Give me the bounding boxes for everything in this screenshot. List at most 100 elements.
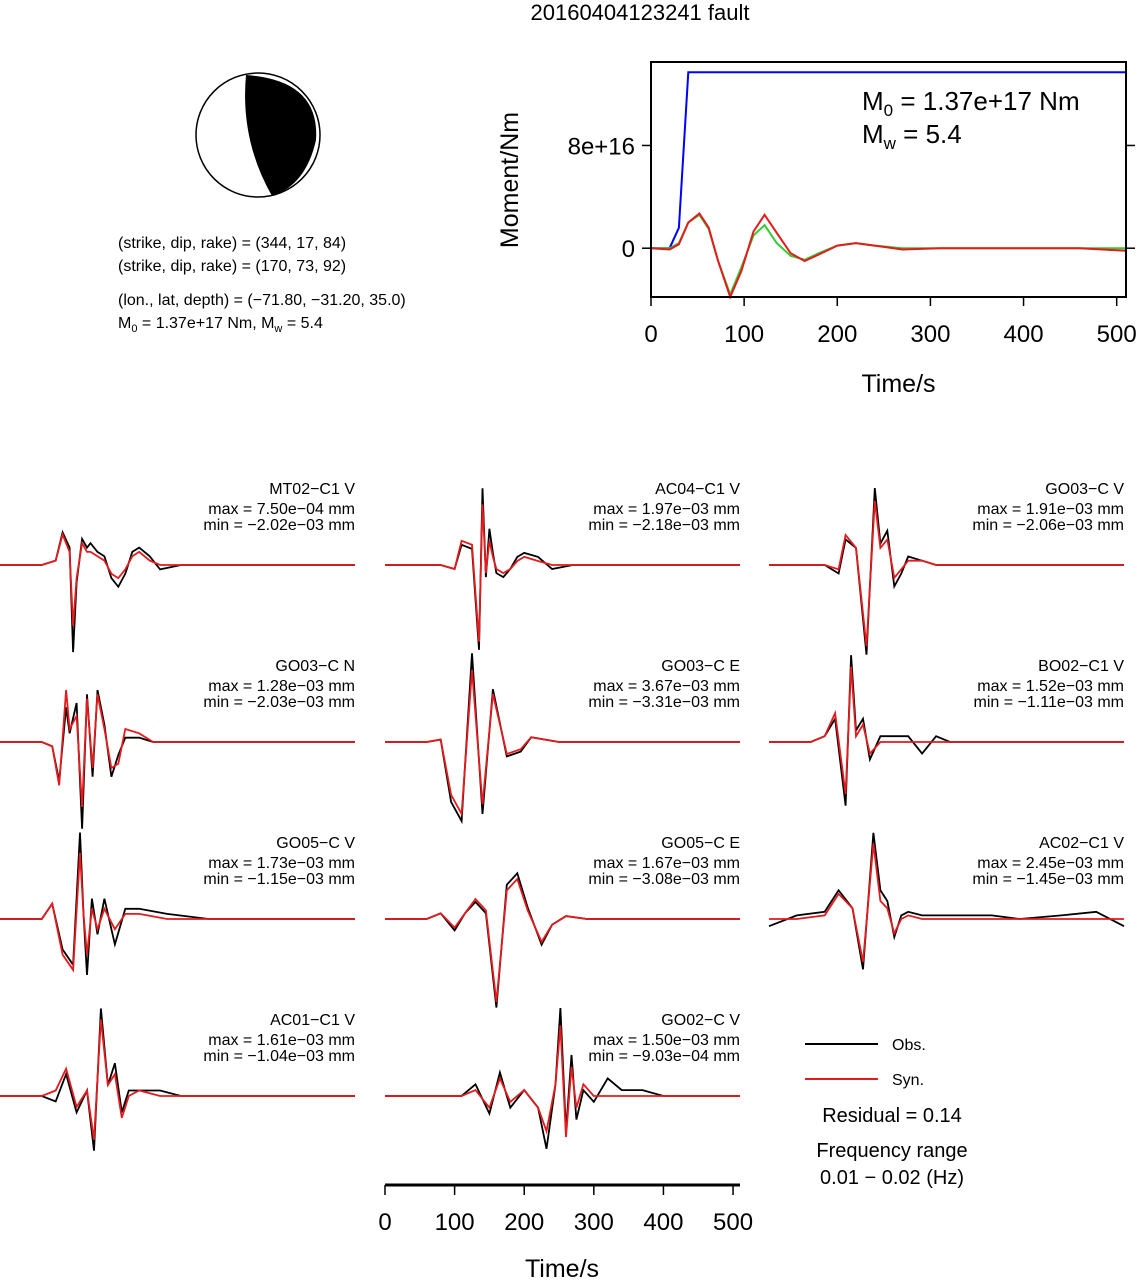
trace-obs-line — [768, 832, 1125, 970]
trace-max-label: max = 7.50e−04 mm — [208, 501, 355, 518]
trace-syn-line — [0, 531, 355, 627]
waveform-x-tick-label: 0 — [378, 1209, 391, 1236]
moment-m0-subscript: 0 — [884, 101, 893, 120]
mechanism-text: (strike, dip, rake) = (344, 17, 84) (str… — [118, 235, 406, 335]
trace-station-label: AC01−C1 V — [270, 1012, 355, 1029]
trace-min-label: min = −3.31e−03 mm — [588, 694, 740, 711]
moment-m0-value: = 1.37e+17 Nm — [893, 86, 1079, 116]
trace-syn-line — [385, 877, 740, 1003]
waveform-x-tick-label: 500 — [713, 1209, 753, 1236]
moment-x-tick-label: 0 — [644, 321, 657, 348]
trace-max-label: max = 1.52e−03 mm — [977, 678, 1124, 695]
moment-y-tick-label: 0 — [622, 236, 635, 263]
trace-min-label: min = −1.11e−03 mm — [974, 694, 1124, 711]
trace-syn-line — [769, 500, 1124, 647]
moment-x-tick-label: 400 — [1004, 321, 1044, 348]
trace-max-label: max = 1.28e−03 mm — [208, 678, 355, 695]
mechanism-line-4: M0 = 1.37e+17 Nm, Mw = 5.4 — [118, 315, 323, 335]
trace-syn-line — [0, 689, 355, 808]
trace-obs-line — [0, 529, 355, 653]
moment-annotation: M0 = 1.37e+17 Nm Mw = 5.4 — [862, 86, 1080, 153]
moment-series-line-2 — [650, 212, 1127, 300]
moment-m0-text: M0 = 1.37e+17 Nm — [862, 86, 1080, 120]
trace-min-label: min = −1.15e−03 mm — [203, 871, 355, 888]
moment-x-tick-label: 500 — [1097, 321, 1137, 348]
moment-x-tick-label: 100 — [724, 321, 764, 348]
mechanism-line-2: (strike, dip, rake) = (170, 73, 92) — [118, 258, 346, 275]
moment-plot-frame — [650, 61, 1127, 298]
trace-station-label: AC04−C1 V — [655, 481, 740, 498]
trace-obs-line — [0, 1008, 355, 1151]
waveform-x-axis-label: Time/s — [525, 1255, 599, 1281]
moment-m0-symbol: M — [862, 86, 884, 116]
waveform-x-tick-label: 300 — [574, 1209, 614, 1236]
trace-syn-line — [385, 1025, 740, 1138]
trace-max-label: max = 1.67e−03 mm — [593, 855, 740, 872]
trace-min-label: min = −9.03e−04 mm — [588, 1048, 740, 1065]
trace-station-label: AC02−C1 V — [1039, 835, 1124, 852]
trace-min-label: min = −2.06e−03 mm — [972, 517, 1124, 534]
trace-max-label: max = 1.50e−03 mm — [593, 1032, 740, 1049]
trace-min-label: min = −2.03e−03 mm — [203, 694, 355, 711]
moment-mw-symbol: M — [862, 119, 884, 149]
legend-syn-label: Syn. — [892, 1072, 924, 1089]
trace-max-label: max = 1.91e−03 mm — [977, 501, 1124, 518]
legend: Obs. Syn. Residual = 0.14 Frequency rang… — [805, 1037, 968, 1189]
trace-min-label: min = −3.08e−03 mm — [588, 871, 740, 888]
trace-min-label: min = −1.45e−03 mm — [972, 871, 1124, 888]
mw-value: = 5.4 — [282, 315, 323, 332]
moment-chart: 0 100 200 300 400 500 0 8e+16 Time/s Moment/Nm — [496, 61, 1137, 398]
trace-max-label: max = 2.45e−03 mm — [977, 855, 1124, 872]
moment-mw-value: = 5.4 — [896, 119, 962, 149]
figure-title: 20160404123241 fault — [531, 0, 750, 25]
trace-station-label: BO02−C1 V — [1038, 658, 1124, 675]
m0-value: = 1.37e+17 Nm, M — [137, 315, 274, 332]
mw-subscript: w — [273, 323, 282, 335]
mechanism-line-1: (strike, dip, rake) = (344, 17, 84) — [118, 235, 346, 252]
trace-syn-line — [0, 1019, 355, 1140]
trace-min-label: min = −2.18e−03 mm — [588, 517, 740, 534]
trace-station-label: GO03−C E — [661, 658, 740, 675]
trace-station-label: MT02−C1 V — [269, 481, 355, 498]
m0-symbol: M — [118, 315, 131, 332]
legend-obs-label: Obs. — [892, 1037, 926, 1054]
trace-syn-line — [769, 843, 1124, 963]
trace-max-label: max = 1.97e−03 mm — [593, 501, 740, 518]
waveform-x-tick-label: 200 — [504, 1209, 544, 1236]
trace-max-label: max = 1.73e−03 mm — [208, 855, 355, 872]
waveform-x-tick-label: 400 — [643, 1209, 683, 1236]
trace-syn-line — [0, 852, 355, 973]
trace-obs-line — [0, 832, 355, 976]
trace-min-label: min = −1.04e−03 mm — [203, 1048, 355, 1065]
trace-max-label: max = 3.67e−03 mm — [593, 678, 740, 695]
trace-obs-line — [385, 871, 740, 1008]
beachball-icon — [195, 72, 321, 198]
moment-y-tick-label: 8e+16 — [568, 133, 635, 160]
trace-station-label: GO02−C V — [661, 1012, 740, 1029]
moment-x-tick-label: 300 — [910, 321, 950, 348]
waveform-x-tick-label: 100 — [435, 1209, 475, 1236]
frequency-title: Frequency range — [816, 1140, 967, 1162]
mechanism-line-3: (lon., lat, depth) = (−71.80, −31.20, 35… — [118, 292, 406, 309]
trace-station-label: GO05−C E — [661, 835, 740, 852]
trace-syn-line — [385, 670, 740, 818]
trace-obs-line — [385, 1007, 740, 1149]
trace-syn-line — [385, 504, 740, 642]
trace-max-label: max = 1.61e−03 mm — [208, 1032, 355, 1049]
trace-station-label: GO03−C V — [1045, 481, 1124, 498]
moment-mw-text: Mw = 5.4 — [862, 119, 962, 153]
frequency-value: 0.01 − 0.02 (Hz) — [820, 1167, 964, 1189]
